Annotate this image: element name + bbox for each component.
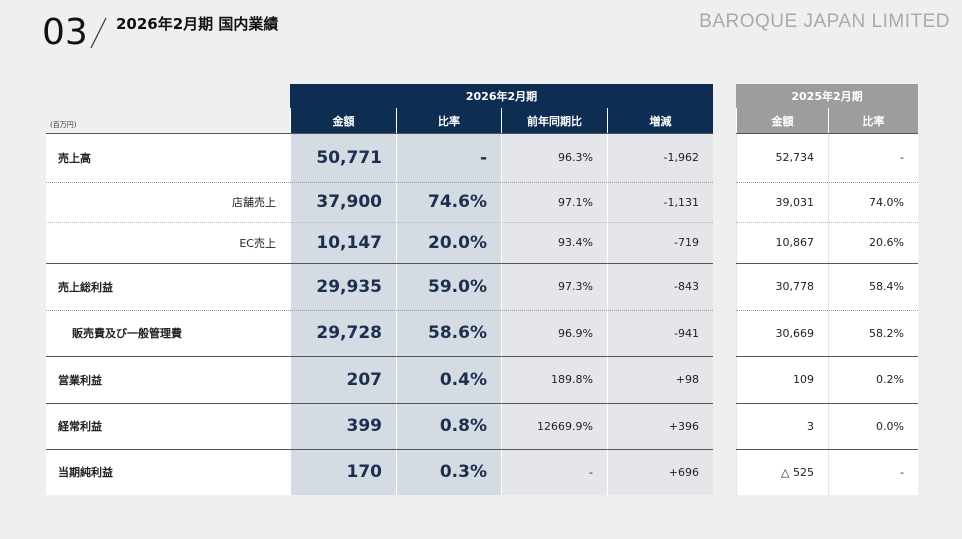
row-separator xyxy=(736,133,918,134)
value-cell: △ 525 xyxy=(736,449,828,495)
value-cell: 29,935 xyxy=(290,263,396,310)
row-separator xyxy=(736,182,918,183)
column-header: 前年同期比 xyxy=(501,108,607,133)
column-header: 増減 xyxy=(607,108,713,133)
value-cell: 0.2% xyxy=(828,356,918,403)
value-cell: 50,771 xyxy=(290,133,396,182)
row-separator xyxy=(736,263,918,264)
value-cell: 20.0% xyxy=(396,222,501,263)
slash xyxy=(90,17,107,49)
row-separator xyxy=(736,222,918,223)
row-separator xyxy=(46,356,713,357)
value-cell: +98 xyxy=(607,356,713,403)
row-label: 経常利益 xyxy=(46,403,290,449)
row-label: 当期純利益 xyxy=(46,449,290,495)
value-cell: 39,031 xyxy=(736,182,828,222)
row-separator xyxy=(736,356,918,357)
value-cell: 37,900 xyxy=(290,182,396,222)
value-cell: -1,131 xyxy=(607,182,713,222)
value-cell: 58.2% xyxy=(828,310,918,356)
row-separator xyxy=(736,310,918,311)
value-cell: -1,962 xyxy=(607,133,713,182)
value-cell: 52,734 xyxy=(736,133,828,182)
previous-period-header: 2025年2月期 xyxy=(736,84,918,108)
value-cell: 93.4% xyxy=(501,222,607,263)
row-label: 売上総利益 xyxy=(46,263,290,310)
value-cell: 170 xyxy=(290,449,396,495)
value-cell: - xyxy=(501,449,607,495)
value-cell: 58.4% xyxy=(828,263,918,310)
value-cell: 96.9% xyxy=(501,310,607,356)
value-cell: 20.6% xyxy=(828,222,918,263)
value-cell: 74.0% xyxy=(828,182,918,222)
column-header: 金額 xyxy=(290,108,396,133)
value-cell: - xyxy=(828,449,918,495)
row-separator xyxy=(46,263,713,264)
value-cell: - xyxy=(828,133,918,182)
value-cell: 30,669 xyxy=(736,310,828,356)
column-header: 比率 xyxy=(828,108,918,133)
value-cell: 0.0% xyxy=(828,403,918,449)
value-cell: 10,867 xyxy=(736,222,828,263)
row-label: 店舗売上 xyxy=(46,182,290,222)
value-cell: 30,778 xyxy=(736,263,828,310)
value-cell: 109 xyxy=(736,356,828,403)
row-separator xyxy=(46,403,713,404)
value-cell: 74.6% xyxy=(396,182,501,222)
value-cell: 0.8% xyxy=(396,403,501,449)
value-cell: 29,728 xyxy=(290,310,396,356)
value-cell: +396 xyxy=(607,403,713,449)
row-separator xyxy=(46,310,713,311)
row-label: EC売上 xyxy=(46,222,290,263)
value-cell: 10,147 xyxy=(290,222,396,263)
value-cell: 3 xyxy=(736,403,828,449)
value-cell: -843 xyxy=(607,263,713,310)
row-separator xyxy=(46,449,713,450)
value-cell: 0.4% xyxy=(396,356,501,403)
value-cell: 58.6% xyxy=(396,310,501,356)
row-separator xyxy=(736,449,918,450)
value-cell: - xyxy=(396,133,501,182)
value-cell: 399 xyxy=(290,403,396,449)
value-cell: 97.3% xyxy=(501,263,607,310)
value-cell: 207 xyxy=(290,356,396,403)
row-label: 販売費及び一般管理費 xyxy=(46,310,290,356)
column-header: 比率 xyxy=(396,108,501,133)
current-period-header: 2026年2月期 xyxy=(290,84,713,108)
row-separator xyxy=(46,222,713,223)
unit-label: (百万円) xyxy=(50,121,77,129)
value-cell: 97.1% xyxy=(501,182,607,222)
row-label: 営業利益 xyxy=(46,356,290,403)
value-cell: -719 xyxy=(607,222,713,263)
value-cell: 0.3% xyxy=(396,449,501,495)
value-cell: -941 xyxy=(607,310,713,356)
value-cell: 12669.9% xyxy=(501,403,607,449)
section-number: 03 xyxy=(42,12,88,53)
value-cell: +696 xyxy=(607,449,713,495)
logo: BAROQUE JAPAN LIMITED xyxy=(699,11,950,32)
value-cell: 189.8% xyxy=(501,356,607,403)
row-separator xyxy=(46,182,713,183)
row-label: 売上高 xyxy=(46,133,290,182)
column-header: 金額 xyxy=(736,108,828,133)
value-cell: 96.3% xyxy=(501,133,607,182)
row-separator xyxy=(46,133,713,134)
page-title: 2026年2月期 国内業績 xyxy=(116,15,279,33)
row-separator xyxy=(736,403,918,404)
value-cell: 59.0% xyxy=(396,263,501,310)
